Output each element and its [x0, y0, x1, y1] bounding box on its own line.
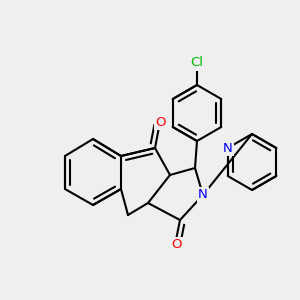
Text: O: O	[155, 116, 165, 128]
Text: N: N	[223, 142, 232, 154]
Text: N: N	[198, 188, 208, 202]
Text: Cl: Cl	[190, 56, 203, 70]
Text: O: O	[172, 238, 182, 251]
